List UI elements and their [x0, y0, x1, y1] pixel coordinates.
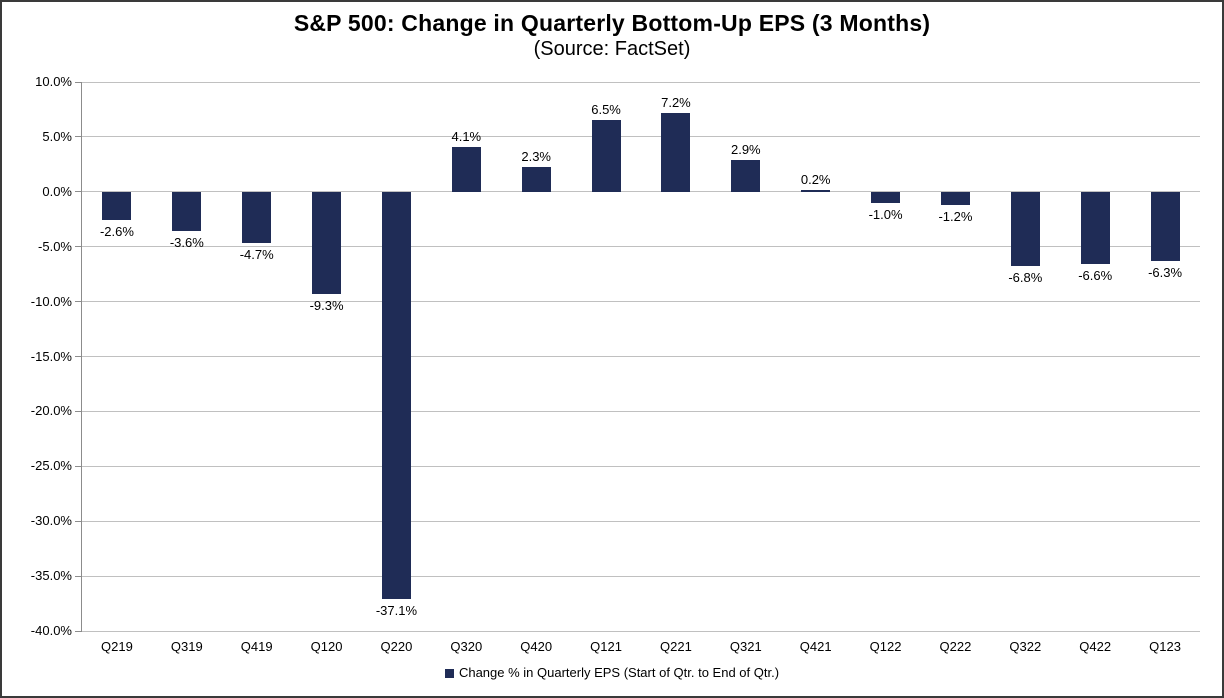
y-axis-label: -20.0%: [30, 403, 72, 419]
bar-value-label: -1.2%: [938, 208, 973, 224]
x-axis-label: Q121: [590, 639, 622, 654]
x-axis-label: Q220: [380, 639, 413, 654]
plot-area: -2.6% -3.6% -4.7% -9.3% -37.1% 4.1% 2.3% 6.5% 7.…: [82, 81, 1200, 632]
bar-value-label: 2.3%: [521, 148, 551, 164]
gridline: [82, 246, 1200, 248]
gridline: [82, 356, 1200, 357]
y-axis-label: -40.0%: [30, 623, 72, 638]
x-axis-label: Q419: [240, 639, 273, 654]
x-axis-label: Q122: [869, 639, 902, 654]
bar-value-label: -6.3%: [1148, 264, 1183, 280]
gridline: [82, 575, 1200, 577]
y-axis-label: -15.0%: [30, 348, 72, 364]
bar: [1150, 191, 1180, 261]
bar: [940, 191, 970, 205]
y-axis-label: -10.0%: [30, 293, 72, 309]
chart-subtitle: (Source: FactSet): [533, 38, 691, 60]
gridline: [82, 465, 1200, 467]
bar: [731, 159, 761, 192]
gridline: [82, 520, 1200, 522]
bar: [451, 146, 481, 192]
x-axis-label: Q120: [310, 639, 343, 654]
y-axis-tick: [75, 520, 82, 522]
bar-value-label: -3.6%: [169, 235, 204, 251]
bar-value-label: -37.1%: [375, 603, 418, 619]
y-axis-tick: [75, 191, 82, 193]
y-axis-label: 0.0%: [42, 183, 72, 199]
y-axis-label: -30.0%: [30, 513, 72, 529]
bar: [102, 191, 132, 221]
y-axis-tick: [75, 630, 82, 632]
bar: [871, 191, 901, 203]
gridline: [82, 410, 1200, 412]
y-axis-label: 5.0%: [42, 128, 72, 144]
bar-value-label: 0.2%: [800, 171, 831, 187]
x-axis-label: Q321: [729, 639, 762, 654]
bar-value-label: -1.0%: [868, 206, 903, 222]
bar-value-label: 6.5%: [591, 102, 621, 118]
bar-value-label: -2.6%: [99, 224, 134, 240]
y-axis-label: -35.0%: [30, 568, 72, 584]
bar: [661, 112, 691, 192]
bar: [172, 191, 202, 232]
gridline: [82, 191, 1200, 193]
bar-value-label: -6.8%: [1008, 270, 1043, 286]
gridline: [82, 301, 1200, 303]
chart-header: S&P 500: Change in Quarterly Bottom-Up E…: [2, 10, 1222, 61]
gridline: [82, 630, 1200, 632]
y-axis-tick: [75, 356, 82, 357]
x-axis-label: Q420: [520, 639, 553, 654]
chart-title: S&P 500: Change in Quarterly Bottom-Up E…: [293, 10, 931, 36]
y-axis-tick: [75, 301, 82, 303]
y-axis-line: [81, 82, 82, 631]
bar: [1010, 191, 1040, 267]
x-axis-label: Q322: [1009, 639, 1042, 654]
y-axis-tick: [75, 410, 82, 412]
bar-value-label: -4.7%: [239, 247, 274, 263]
bar: [381, 191, 411, 600]
x-axis-label: Q221: [660, 639, 692, 654]
bar: [591, 120, 621, 192]
gridline: [82, 81, 1200, 83]
y-axis-tick: [75, 136, 82, 138]
bar: [1080, 191, 1110, 265]
bar-value-label: 2.9%: [730, 141, 761, 157]
x-axis-label: Q421: [799, 639, 832, 654]
bar: [312, 191, 342, 294]
x-axis-label: Q422: [1079, 639, 1112, 654]
x-axis-label: Q319: [170, 639, 203, 654]
bar-value-label: -6.6%: [1078, 268, 1113, 284]
y-axis-label: -25.0%: [30, 458, 72, 474]
y-axis-tick: [75, 81, 82, 83]
x-axis-label: Q222: [939, 639, 972, 654]
x-axis-label: Q219: [101, 639, 133, 654]
legend: Change % in Quarterly EPS (Start of Qtr.…: [2, 665, 1222, 681]
y-axis-tick: [75, 465, 82, 467]
legend-marker-icon: [444, 668, 454, 678]
bar: [801, 189, 831, 192]
y-axis-label: -5.0%: [38, 238, 72, 254]
y-axis-tick: [75, 575, 82, 577]
y-axis-tick: [75, 246, 82, 248]
x-axis-label: Q320: [450, 639, 483, 654]
bar-value-label: -9.3%: [309, 297, 344, 313]
y-axis-label: 10.0%: [35, 74, 72, 89]
legend-label: Change % in Quarterly EPS (Start of Qtr.…: [458, 665, 780, 680]
x-axis-label: Q123: [1149, 639, 1181, 654]
bar-value-label: 4.1%: [451, 128, 482, 144]
bar: [242, 191, 272, 244]
bar-value-label: 7.2%: [661, 94, 691, 110]
bar: [521, 166, 551, 192]
gridline: [82, 136, 1200, 138]
